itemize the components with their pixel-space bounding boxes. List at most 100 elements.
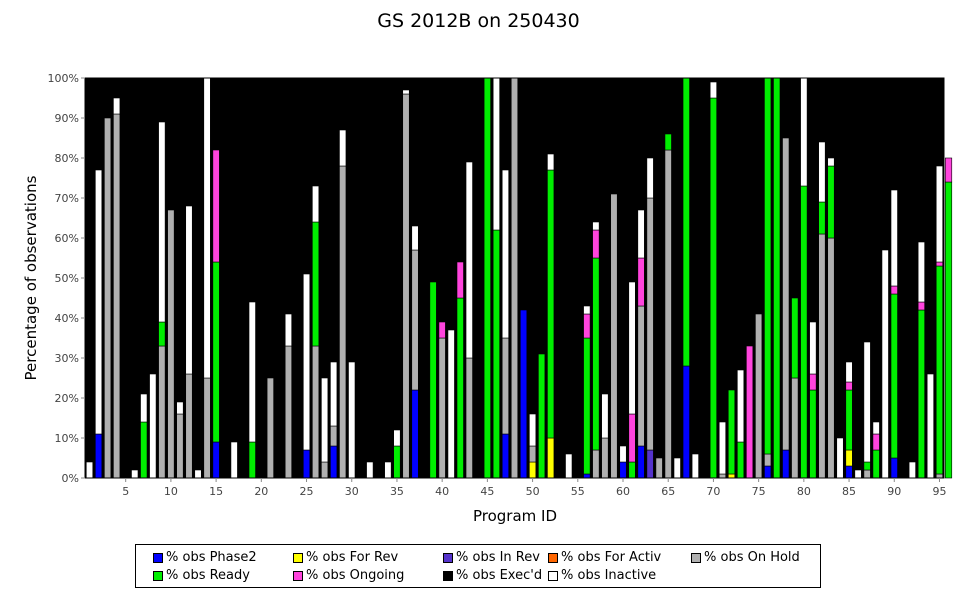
bar-segment-92-inactive [908, 461, 916, 479]
bar-stack-62 [637, 209, 645, 479]
bar-stack-86 [854, 469, 862, 479]
bar-stack-45 [483, 77, 491, 479]
bar-segment-47-phase2 [501, 433, 510, 479]
bar-segment-61-ongoing [628, 413, 636, 463]
bar-stack-72 [727, 389, 736, 479]
bar-segment-62-inactive [637, 209, 645, 259]
bar-segment-65-ready [664, 133, 672, 151]
legend-swatch [443, 553, 453, 563]
y-axis-label: Percentage of observations [22, 175, 40, 380]
bar-segment-85-for_rev [845, 449, 853, 467]
y-tick-label: 30% [55, 352, 79, 365]
bar-segment-10-on_hold [167, 209, 175, 479]
bar-segment-94-inactive [926, 373, 934, 479]
bar-stack-73 [736, 369, 745, 479]
bar-segment-90-ongoing [890, 285, 898, 295]
legend-label: % obs Ongoing [306, 568, 405, 583]
bar-segment-67-phase2 [682, 365, 690, 479]
x-tick-label: 45 [480, 485, 494, 498]
bar-segment-35-ready [393, 445, 401, 479]
bar-segment-9-inactive [158, 121, 166, 323]
x-tick-label: 30 [345, 485, 359, 498]
bar-stack-2 [95, 169, 103, 479]
chart-title: GS 2012B on 250430 [377, 10, 580, 32]
bar-segment-34-inactive [384, 461, 392, 479]
bar-segment-72-for_rev [727, 473, 736, 479]
bar-stack-95 [935, 165, 944, 479]
bar-stack-59 [610, 193, 618, 479]
legend-label: % obs Ready [166, 568, 250, 583]
bar-segment-68-inactive [691, 453, 699, 479]
bar-stack-47 [501, 169, 510, 479]
bar-stack-4 [113, 97, 121, 479]
legend-swatch [153, 553, 163, 563]
x-tick-label: 50 [526, 485, 540, 498]
bar-segment-42-ready [456, 297, 464, 479]
legend-swatch [548, 553, 558, 563]
bar-segment-71-on_hold [718, 473, 727, 479]
bar-segment-11-inactive [176, 401, 184, 415]
bar-segment-77-ready [773, 77, 781, 479]
bar-segment-80-ready [800, 185, 808, 479]
legend-swatch [691, 553, 701, 563]
bar-segment-65-on_hold [664, 149, 672, 479]
bar-segment-42-ongoing [456, 261, 464, 299]
x-tick-label: 60 [616, 485, 630, 498]
bar-segment-93-ongoing [917, 301, 925, 311]
bar-stack-75 [755, 313, 763, 479]
bar-segment-12-on_hold [185, 373, 193, 479]
x-tick-label: 10 [164, 485, 178, 498]
bar-stack-71 [718, 421, 727, 479]
bar-segment-7-inactive [140, 393, 148, 423]
bar-stack-90 [890, 189, 898, 479]
bar-segment-25-phase2 [302, 449, 311, 479]
bar-segment-9-ready [158, 321, 166, 347]
y-tick-label: 70% [55, 192, 79, 205]
bar-stack-88 [872, 421, 880, 479]
bar-segment-19-inactive [248, 301, 256, 443]
bar-stack-27 [321, 377, 329, 479]
bar-stack-74 [746, 345, 754, 479]
bar-stack-68 [691, 453, 699, 479]
bar-segment-40-ongoing [438, 321, 446, 339]
bar-stack-14 [203, 77, 211, 479]
bar-segment-85-ready [845, 389, 853, 451]
bar-segment-43-on_hold [465, 357, 473, 479]
bar-segment-56-ongoing [583, 313, 591, 339]
legend: % obs Phase2 % obs For Rev % obs In Rev % o… [135, 544, 821, 588]
bar-stack-79 [791, 297, 799, 479]
legend-swatch [293, 571, 303, 581]
bar-segment-87-ready [863, 461, 871, 471]
bar-segment-56-phase2 [583, 473, 591, 479]
legend-swatch [153, 571, 163, 581]
legend-label: % obs Phase2 [166, 550, 257, 565]
bar-segment-58-inactive [601, 393, 609, 439]
bar-stack-94 [926, 373, 934, 479]
bar-stack-82 [818, 141, 826, 479]
y-tick-label: 80% [55, 152, 79, 165]
bar-stack-7 [140, 393, 148, 479]
bar-segment-87-inactive [863, 341, 871, 463]
bar-stack-17 [230, 441, 238, 479]
legend-label: % obs For Activ [561, 550, 662, 565]
bar-stack-43 [465, 161, 473, 479]
bar-segment-29-on_hold [339, 165, 347, 479]
bar-segment-11-on_hold [176, 413, 184, 479]
bar-segment-57-ready [592, 257, 600, 451]
x-axis-label: Program ID [473, 507, 557, 525]
bar-segment-37-on_hold [411, 249, 419, 391]
bar-stack-8 [149, 373, 157, 479]
legend-label: % obs In Rev [456, 550, 540, 565]
bar-segment-37-inactive [411, 225, 419, 251]
bar-segment-27-inactive [321, 377, 329, 463]
x-tick-label: 15 [209, 485, 223, 498]
bar-stack-70 [709, 81, 717, 479]
bar-segment-58-on_hold [601, 437, 609, 479]
bar-segment-67-ready [682, 77, 690, 367]
bar-segment-57-inactive [592, 221, 600, 231]
bar-stack-63 [646, 157, 654, 479]
bar-stack-51 [538, 353, 546, 479]
bar-stack-30 [348, 361, 356, 479]
bar-segment-28-phase2 [330, 445, 338, 479]
bar-segment-14-on_hold [203, 377, 211, 479]
